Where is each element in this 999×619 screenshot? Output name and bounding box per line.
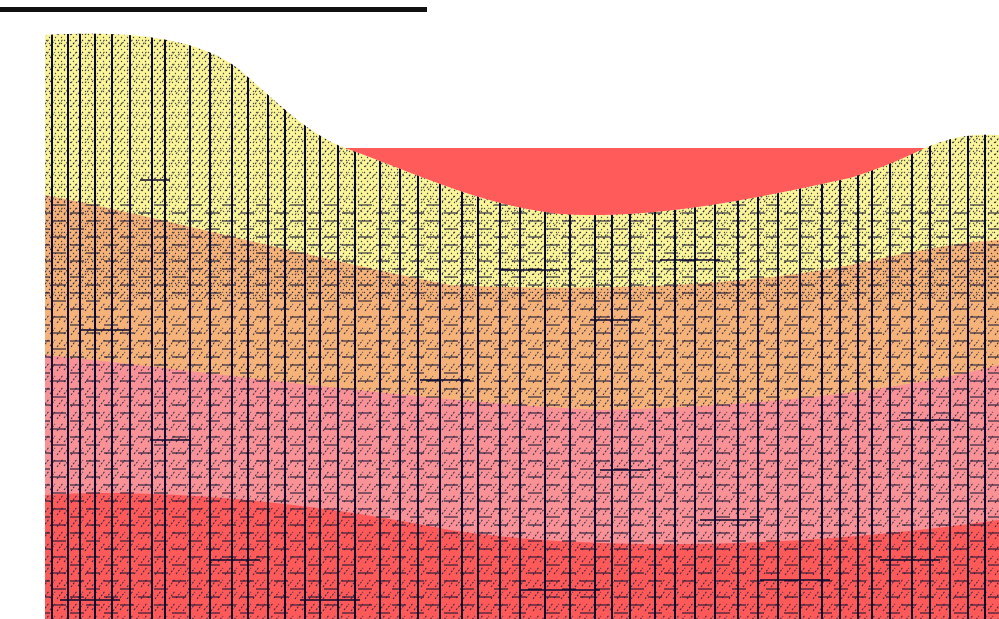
top-rule	[0, 7, 427, 12]
cross-section	[0, 0, 999, 619]
texture-dashes	[45, 200, 999, 619]
strata	[45, 30, 999, 619]
